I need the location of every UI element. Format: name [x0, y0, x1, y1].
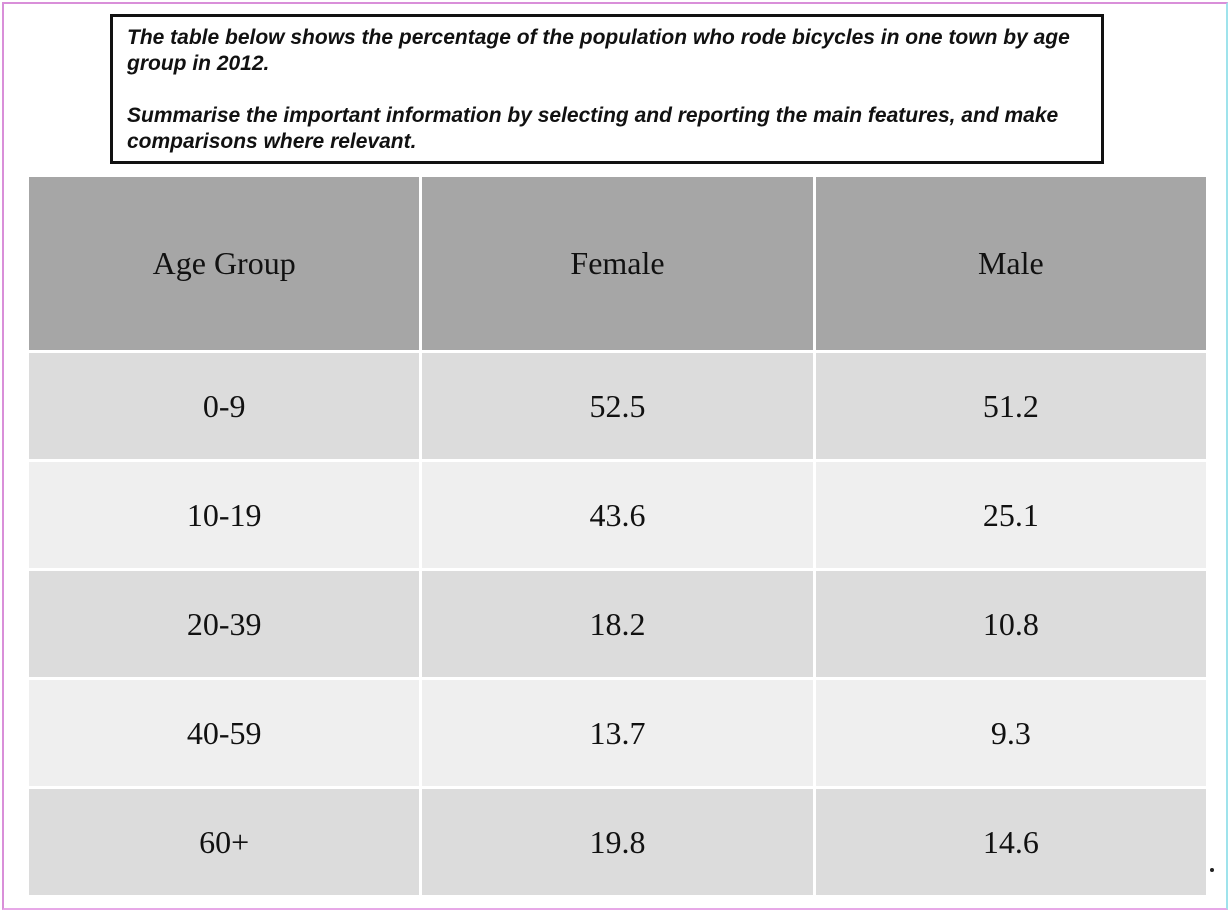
- age-group-cell: 10-19: [29, 462, 420, 568]
- table-header-row: Age Group Female Male: [29, 177, 1206, 350]
- male-value-cell: 25.1: [815, 462, 1206, 568]
- table-row: 20-39 18.2 10.8: [29, 571, 1206, 677]
- female-value-cell: 19.8: [422, 789, 813, 895]
- bicycle-usage-table: Age Group Female Male 0-9 52.5 51.2 10-1…: [26, 174, 1209, 898]
- age-group-cell: 40-59: [29, 680, 420, 786]
- task-prompt-line-2: Summarise the important information by s…: [127, 104, 1059, 153]
- task-prompt-box: The table below shows the percentage of …: [110, 14, 1104, 164]
- age-group-cell: 20-39: [29, 571, 420, 677]
- male-value-cell: 14.6: [815, 789, 1206, 895]
- female-value-cell: 13.7: [422, 680, 813, 786]
- table-row: 10-19 43.6 25.1: [29, 462, 1206, 568]
- female-value-cell: 18.2: [422, 571, 813, 677]
- header-male: Male: [815, 177, 1206, 350]
- table-row: 0-9 52.5 51.2: [29, 353, 1206, 459]
- female-value-cell: 52.5: [422, 353, 813, 459]
- header-age-group: Age Group: [29, 177, 420, 350]
- male-value-cell: 51.2: [815, 353, 1206, 459]
- stray-dot: [1210, 868, 1214, 872]
- table-row: 40-59 13.7 9.3: [29, 680, 1206, 786]
- male-value-cell: 10.8: [815, 571, 1206, 677]
- table-row: 60+ 19.8 14.6: [29, 789, 1206, 895]
- female-value-cell: 43.6: [422, 462, 813, 568]
- task-prompt-line-1: The table below shows the percentage of …: [127, 26, 1070, 75]
- male-value-cell: 9.3: [815, 680, 1206, 786]
- header-female: Female: [422, 177, 813, 350]
- age-group-cell: 60+: [29, 789, 420, 895]
- age-group-cell: 0-9: [29, 353, 420, 459]
